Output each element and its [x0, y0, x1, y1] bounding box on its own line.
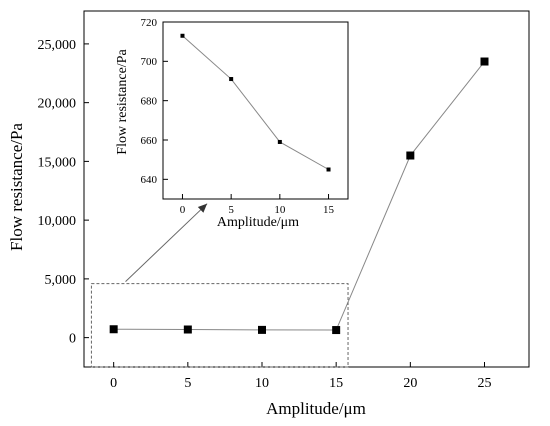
inset-data-point — [326, 167, 331, 172]
main-series-line — [113, 61, 485, 331]
main-x-tick-label: 25 — [478, 376, 492, 391]
main-x-tick-label: 5 — [184, 376, 191, 391]
inset-data-point — [229, 77, 234, 82]
zoom-arrow-line — [125, 203, 208, 282]
inset-y-tick-label: 660 — [141, 135, 158, 147]
main-y-tick-label: 5,000 — [45, 273, 77, 288]
main-x-axis-title: Amplitude/μm — [266, 399, 366, 418]
inset-chart: 0 5 10 15 640 660 680 700 720 — [141, 17, 349, 216]
main-data-point — [332, 326, 341, 335]
main-data-point — [258, 325, 266, 334]
inset-plot-frame — [162, 21, 349, 200]
main-y-tick-label: 10,000 — [38, 214, 77, 229]
inset-x-tick-label: 10 — [274, 204, 286, 216]
inset-y-tick-label: 720 — [141, 17, 158, 29]
main-y-tick-label: 25,000 — [38, 38, 77, 53]
inset-series-line — [182, 35, 329, 170]
inset-data-point — [180, 33, 185, 38]
main-data-point — [406, 151, 415, 160]
inset-x-axis-title: Amplitude/μm — [217, 215, 299, 230]
inset-y-axis-title: Flow resistance/Pa — [115, 49, 130, 155]
main-x-tick-label: 10 — [255, 376, 269, 391]
main-x-tick-label: 15 — [329, 376, 343, 391]
main-y-axis-title: Flow resistance/Pa — [7, 123, 26, 251]
zoom-box — [90, 283, 349, 368]
inset-y-tick-label: 680 — [141, 96, 158, 108]
inset-data-point — [277, 139, 282, 144]
main-y-tick-label: 15,000 — [38, 155, 77, 170]
inset-y-tick-label: 640 — [141, 174, 158, 186]
inset-y-tick-label: 700 — [141, 56, 158, 68]
main-data-point — [183, 325, 192, 334]
main-chart: 0 5 10 15 20 25 0 5,000 10,000 15,000 20,000 25,000 — [38, 10, 530, 391]
inset-x-tick-label: 15 — [323, 204, 335, 216]
main-y-tick-label: 0 — [69, 332, 76, 347]
main-x-tick-label: 0 — [110, 376, 117, 391]
main-data-point — [480, 57, 489, 66]
main-x-tick-label: 20 — [403, 376, 417, 391]
inset-x-tick-label: 5 — [228, 204, 234, 216]
inset-x-tick-label: 0 — [180, 204, 186, 216]
main-data-point — [109, 325, 118, 334]
main-y-tick-label: 20,000 — [38, 97, 77, 112]
zoom-arrow-head — [197, 203, 208, 213]
